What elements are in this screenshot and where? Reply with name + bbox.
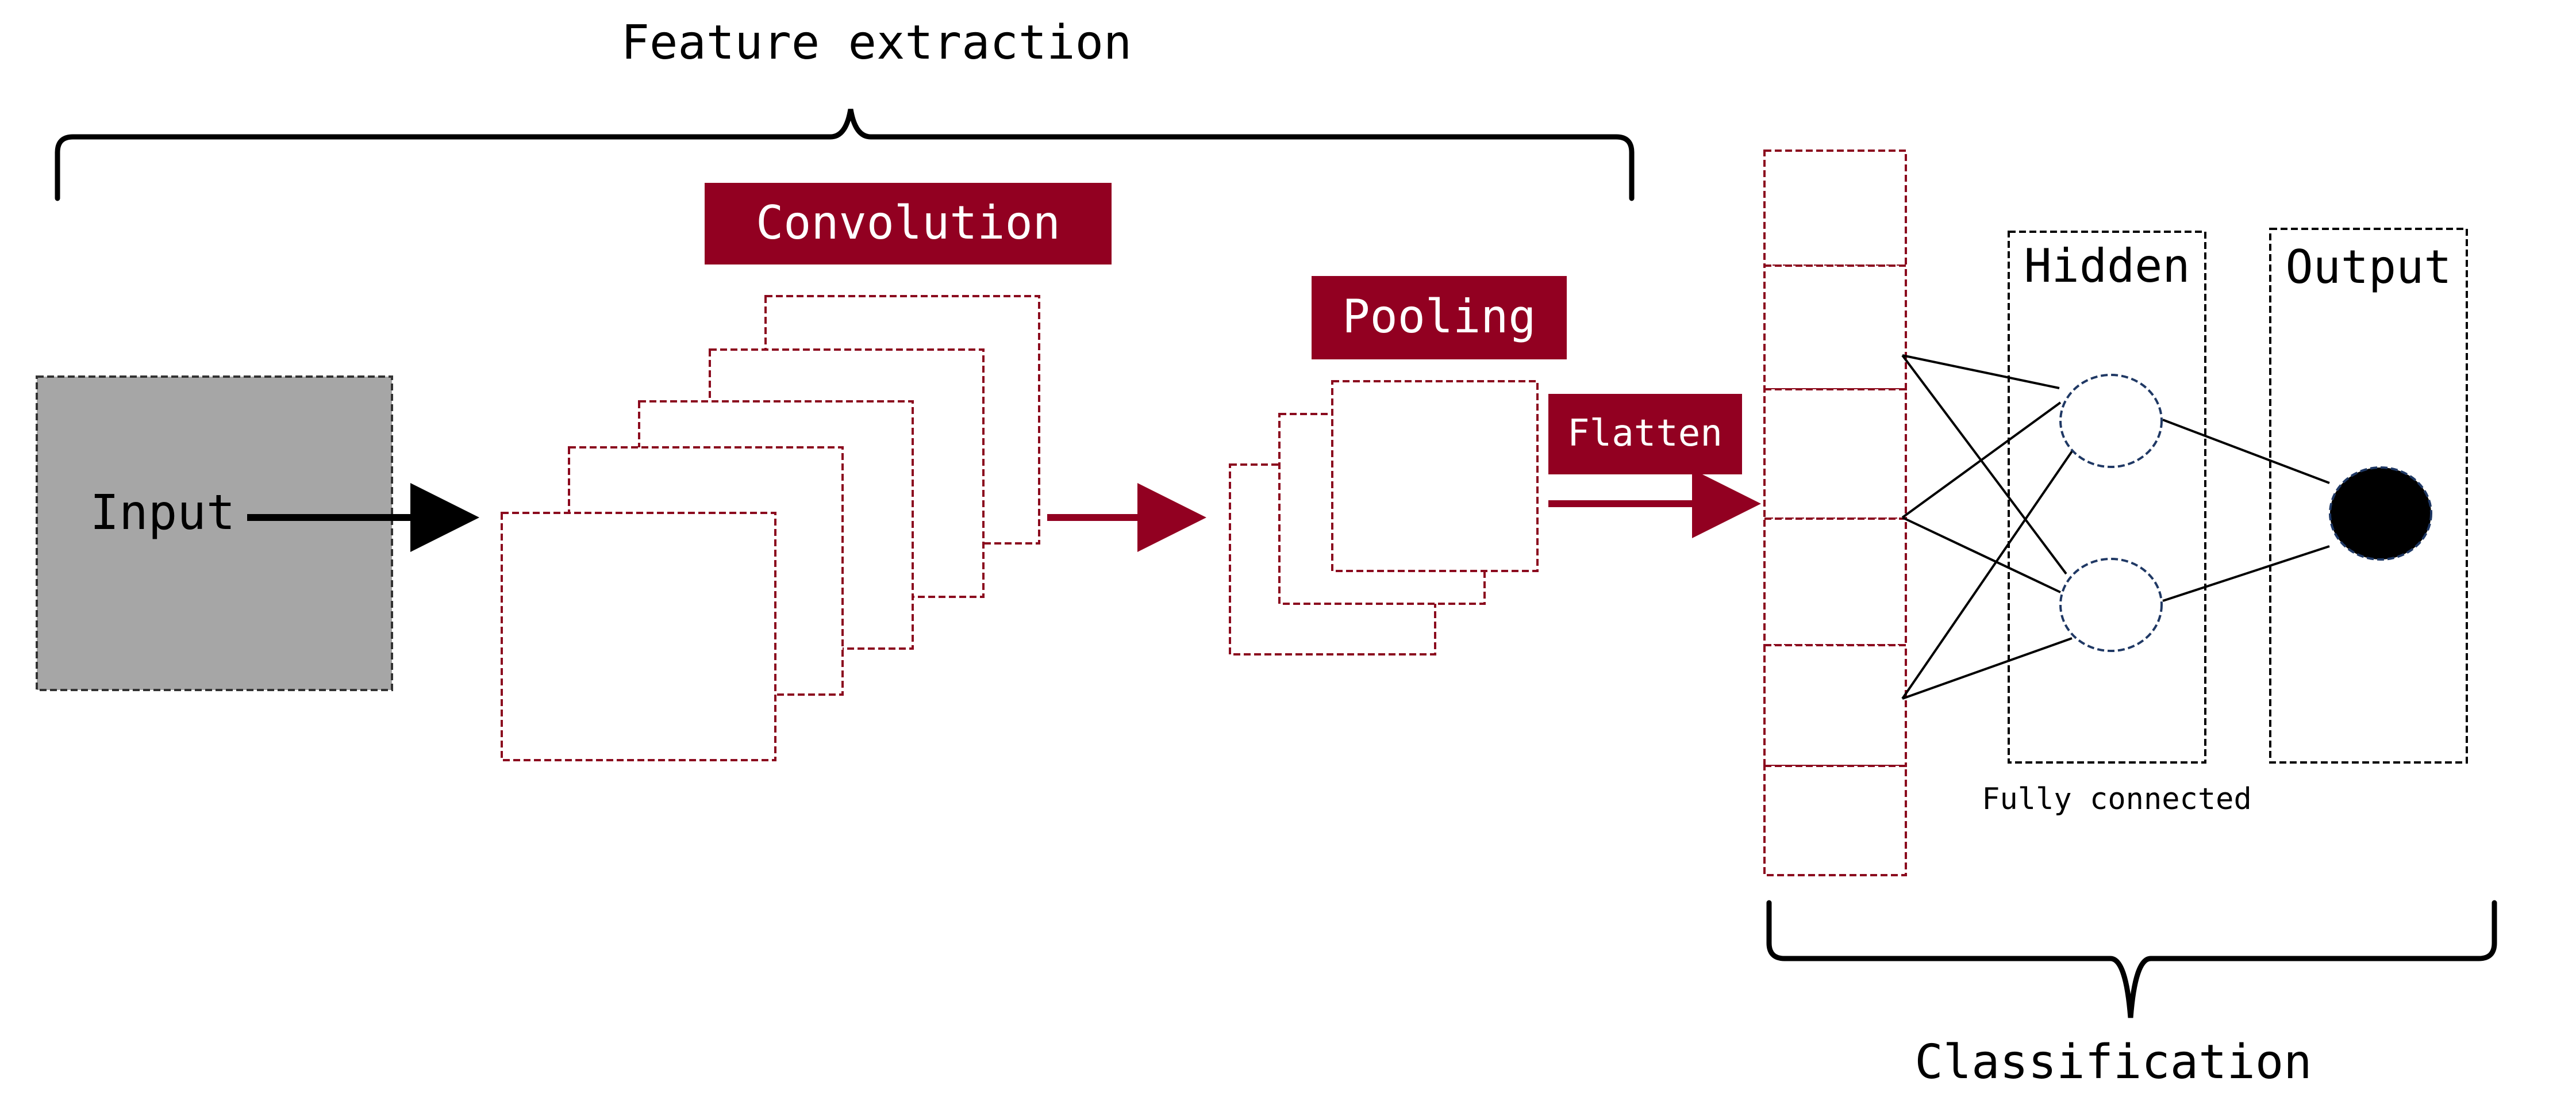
output-layer: Output [2269, 228, 2468, 764]
edge [1901, 450, 2073, 700]
pooled-map [1331, 380, 1539, 572]
feature-extraction-brace [55, 109, 1635, 201]
fully-connected-edges [1901, 354, 2330, 700]
convolution-group: Convolution [501, 183, 1206, 761]
pooling-group: Pooling [1229, 276, 1567, 656]
hidden-layer-box [2008, 231, 2206, 764]
edge [1901, 354, 2067, 575]
output-layer-box [2269, 228, 2468, 764]
feature-map [501, 512, 776, 761]
output-node [2329, 466, 2432, 561]
hidden-layer: Hidden [2008, 231, 2206, 764]
vector-cell [1763, 150, 1907, 267]
classification-label: Classification [1914, 1035, 2312, 1090]
input-group: Input [36, 375, 479, 691]
pooling-label: Pooling [1342, 290, 1536, 343]
vector-cell [1763, 388, 1907, 520]
hidden-node [2059, 374, 2163, 468]
convolution-badge [705, 183, 1112, 264]
vector-cell [1763, 264, 1907, 390]
edge [1901, 401, 2062, 519]
classification-brace [1766, 900, 2497, 1018]
edge [1902, 516, 2061, 593]
input-label: Input [90, 484, 236, 540]
edge [2162, 545, 2330, 602]
flattened-vector [1763, 150, 1907, 876]
edge [1902, 637, 2073, 700]
feature-extraction-group: Feature extraction [55, 16, 1635, 201]
pooling-badge [1312, 276, 1567, 359]
vector-cell [1763, 644, 1907, 767]
output-label: Output [2286, 240, 2452, 294]
hidden-node [2059, 558, 2163, 652]
classification-group: Classification [1766, 900, 2497, 1090]
flatten-label: Flatten [1567, 412, 1723, 455]
vector-cell [1763, 518, 1907, 646]
edge [2162, 419, 2330, 484]
fully-connected-label: Fully connected [1982, 782, 2252, 816]
edge [1902, 354, 2060, 389]
convolution-label: Convolution [756, 196, 1060, 250]
hidden-label: Hidden [2024, 239, 2190, 293]
flatten-badge [1548, 394, 1742, 474]
input-box [36, 375, 393, 691]
vector-cell [1763, 765, 1907, 876]
flatten-group: Flatten [1548, 394, 1761, 538]
feature-extraction-label: Feature extraction [621, 16, 1132, 70]
